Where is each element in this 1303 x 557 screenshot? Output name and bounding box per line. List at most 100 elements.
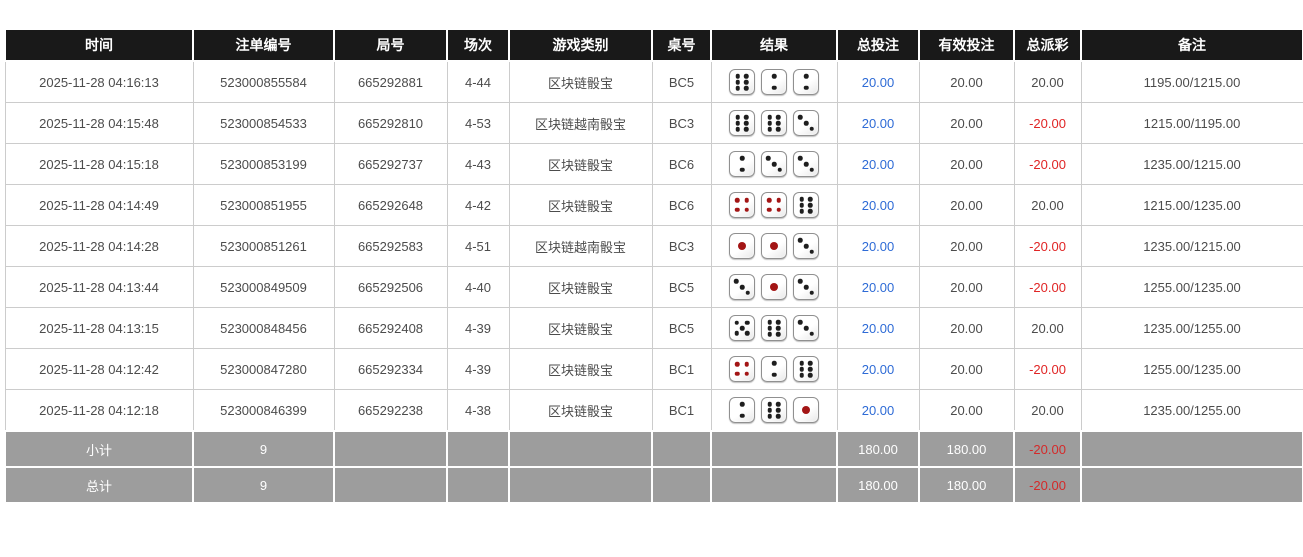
cell-remark: 1235.00/1215.00 <box>1080 225 1303 267</box>
cell-valid-bet: 20.00 <box>918 60 1015 103</box>
cell-total-bet[interactable]: 20.00 <box>836 60 920 103</box>
cell-valid-bet: 20.00 <box>918 307 1015 349</box>
cell-remark: 1215.00/1195.00 <box>1080 102 1303 144</box>
cell-time: 2025-11-28 04:14:28 <box>4 225 194 267</box>
table-row: 2025-11-28 04:15:48 523000854533 665292810… <box>4 102 1303 144</box>
die-3-icon <box>793 233 819 259</box>
dice-result <box>726 110 822 136</box>
cell-valid-bet: 20.00 <box>918 225 1015 267</box>
cell-time: 2025-11-28 04:12:42 <box>4 348 194 390</box>
summary-cell-valid_bet: 180.00 <box>918 466 1015 504</box>
column-header: 总派彩 <box>1013 28 1082 62</box>
dice-result <box>726 151 822 177</box>
cell-game-type: 区块链骰宝 <box>508 184 653 226</box>
cell-bet-id: 523000846399 <box>192 389 335 432</box>
die-3-icon <box>793 315 819 341</box>
cell-table-no: BC3 <box>651 102 712 144</box>
cell-session: 4-39 <box>446 348 510 390</box>
cell-time: 2025-11-28 04:13:15 <box>4 307 194 349</box>
summary-cell-count: 9 <box>192 466 335 504</box>
cell-round-no: 665292810 <box>333 102 448 144</box>
cell-session: 4-44 <box>446 60 510 103</box>
cell-total-bet[interactable]: 20.00 <box>836 102 920 144</box>
subtotal-row: 小计 9 180.00 180.00 -20.00 <box>4 430 1303 468</box>
cell-total-bet[interactable]: 20.00 <box>836 266 920 308</box>
cell-total-bet[interactable]: 20.00 <box>836 348 920 390</box>
die-2-icon <box>761 69 787 95</box>
cell-time: 2025-11-28 04:15:18 <box>4 143 194 185</box>
dice-result <box>726 233 822 259</box>
table-row: 2025-11-28 04:15:18 523000853199 665292737… <box>4 143 1303 185</box>
die-4-icon <box>761 192 787 218</box>
summary-cell-payout: -20.00 <box>1013 466 1082 504</box>
cell-session: 4-53 <box>446 102 510 144</box>
cell-game-type: 区块链骰宝 <box>508 143 653 185</box>
cell-table-no: BC1 <box>651 389 712 432</box>
table-row: 2025-11-28 04:13:15 523000848456 665292408… <box>4 307 1303 349</box>
die-6-icon <box>761 110 787 136</box>
die-4-icon <box>729 192 755 218</box>
cell-total-bet[interactable]: 20.00 <box>836 307 920 349</box>
die-1-icon <box>793 397 819 423</box>
cell-session: 4-40 <box>446 266 510 308</box>
summary-cell-result <box>710 430 838 468</box>
summary-cell-result <box>710 466 838 504</box>
cell-game-type: 区块链骰宝 <box>508 60 653 103</box>
table-row: 2025-11-28 04:14:49 523000851955 665292648… <box>4 184 1303 226</box>
cell-round-no: 665292334 <box>333 348 448 390</box>
summary-cell-count: 9 <box>192 430 335 468</box>
cell-round-no: 665292648 <box>333 184 448 226</box>
die-6-icon <box>761 397 787 423</box>
die-2-icon <box>729 151 755 177</box>
dice-result <box>726 274 822 300</box>
cell-table-no: BC5 <box>651 307 712 349</box>
cell-remark: 1255.00/1235.00 <box>1080 266 1303 308</box>
cell-game-type: 区块链骰宝 <box>508 307 653 349</box>
cell-time: 2025-11-28 04:15:48 <box>4 102 194 144</box>
cell-time: 2025-11-28 04:16:13 <box>4 60 194 103</box>
cell-bet-id: 523000851261 <box>192 225 335 267</box>
table-row: 2025-11-28 04:12:18 523000846399 665292238… <box>4 389 1303 432</box>
column-header: 结果 <box>710 28 838 62</box>
cell-payout: 20.00 <box>1013 307 1082 349</box>
die-6-icon <box>793 192 819 218</box>
cell-result <box>710 143 838 185</box>
cell-bet-id: 523000848456 <box>192 307 335 349</box>
cell-game-type: 区块链越南骰宝 <box>508 225 653 267</box>
summary-cell-total_bet: 180.00 <box>836 466 920 504</box>
die-6-icon <box>729 110 755 136</box>
cell-payout: 20.00 <box>1013 389 1082 432</box>
dice-result <box>726 397 822 423</box>
cell-payout: -20.00 <box>1013 348 1082 390</box>
die-2-icon <box>761 356 787 382</box>
cell-game-type: 区块链骰宝 <box>508 348 653 390</box>
cell-session: 4-38 <box>446 389 510 432</box>
summary-cell-payout: -20.00 <box>1013 430 1082 468</box>
cell-table-no: BC6 <box>651 184 712 226</box>
cell-total-bet[interactable]: 20.00 <box>836 184 920 226</box>
cell-remark: 1235.00/1255.00 <box>1080 307 1303 349</box>
table-row: 2025-11-28 04:12:42 523000847280 665292334… <box>4 348 1303 390</box>
cell-payout: 20.00 <box>1013 60 1082 103</box>
cell-bet-id: 523000853199 <box>192 143 335 185</box>
die-6-icon <box>761 315 787 341</box>
cell-result <box>710 184 838 226</box>
die-6-icon <box>729 69 755 95</box>
table-row: 2025-11-28 04:14:28 523000851261 665292583… <box>4 225 1303 267</box>
cell-total-bet[interactable]: 20.00 <box>836 389 920 432</box>
cell-time: 2025-11-28 04:12:18 <box>4 389 194 432</box>
cell-table-no: BC5 <box>651 266 712 308</box>
grand-total-row: 总计 9 180.00 180.00 -20.00 <box>4 466 1303 504</box>
column-header: 游戏类别 <box>508 28 653 62</box>
cell-round-no: 665292737 <box>333 143 448 185</box>
column-header: 注单编号 <box>192 28 335 62</box>
cell-game-type: 区块链骰宝 <box>508 266 653 308</box>
cell-total-bet[interactable]: 20.00 <box>836 225 920 267</box>
die-5-icon <box>729 315 755 341</box>
dice-result <box>726 192 822 218</box>
cell-total-bet[interactable]: 20.00 <box>836 143 920 185</box>
cell-bet-id: 523000851955 <box>192 184 335 226</box>
column-header: 场次 <box>446 28 510 62</box>
dice-result <box>726 356 822 382</box>
table-row: 2025-11-28 04:13:44 523000849509 665292506… <box>4 266 1303 308</box>
